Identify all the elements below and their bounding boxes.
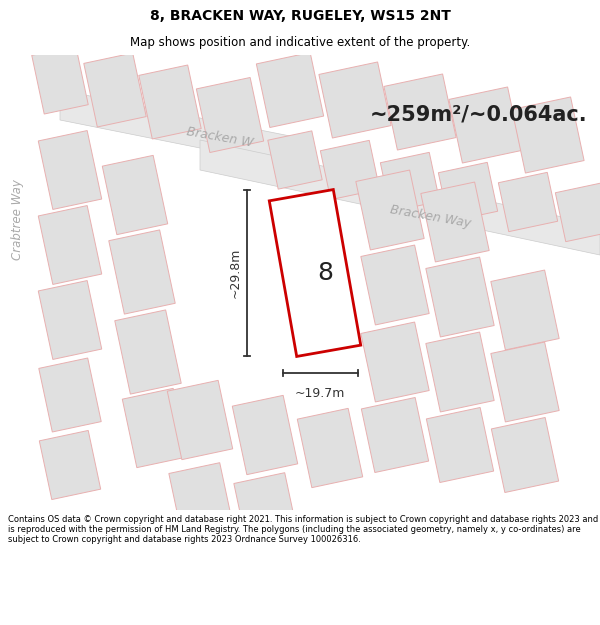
Text: ~19.7m: ~19.7m bbox=[295, 387, 345, 400]
Text: Bracken Way: Bracken Way bbox=[389, 204, 472, 231]
Polygon shape bbox=[361, 322, 429, 402]
Polygon shape bbox=[427, 408, 494, 482]
Polygon shape bbox=[297, 408, 363, 488]
Text: Map shows position and indicative extent of the property.: Map shows position and indicative extent… bbox=[130, 36, 470, 49]
Polygon shape bbox=[39, 358, 101, 432]
Polygon shape bbox=[439, 162, 497, 222]
Polygon shape bbox=[169, 462, 231, 528]
Text: Bracken W: Bracken W bbox=[185, 125, 254, 149]
Polygon shape bbox=[115, 310, 181, 394]
Polygon shape bbox=[512, 97, 584, 173]
Polygon shape bbox=[32, 46, 88, 114]
Polygon shape bbox=[361, 245, 429, 325]
Polygon shape bbox=[40, 431, 101, 499]
Polygon shape bbox=[556, 182, 600, 242]
Polygon shape bbox=[60, 90, 310, 170]
Polygon shape bbox=[380, 152, 440, 212]
Text: 8, BRACKEN WAY, RUGELEY, WS15 2NT: 8, BRACKEN WAY, RUGELEY, WS15 2NT bbox=[149, 9, 451, 24]
Polygon shape bbox=[84, 53, 146, 127]
Text: ~29.8m: ~29.8m bbox=[229, 248, 241, 298]
Polygon shape bbox=[38, 206, 102, 284]
Polygon shape bbox=[196, 78, 263, 152]
Polygon shape bbox=[234, 472, 296, 538]
Polygon shape bbox=[491, 342, 559, 422]
Polygon shape bbox=[356, 170, 424, 250]
Polygon shape bbox=[426, 257, 494, 337]
Text: 8: 8 bbox=[317, 261, 333, 285]
Polygon shape bbox=[499, 173, 557, 232]
Text: ~259m²/~0.064ac.: ~259m²/~0.064ac. bbox=[370, 105, 587, 125]
Text: Crabtree Way: Crabtree Way bbox=[11, 179, 25, 261]
Polygon shape bbox=[320, 141, 380, 199]
Polygon shape bbox=[319, 62, 391, 138]
Polygon shape bbox=[268, 131, 322, 189]
Polygon shape bbox=[167, 381, 233, 459]
Text: Contains OS data © Crown copyright and database right 2021. This information is : Contains OS data © Crown copyright and d… bbox=[8, 514, 598, 544]
Polygon shape bbox=[361, 398, 428, 472]
Polygon shape bbox=[139, 65, 201, 139]
Polygon shape bbox=[38, 281, 102, 359]
Polygon shape bbox=[421, 182, 489, 262]
Polygon shape bbox=[491, 270, 559, 350]
Polygon shape bbox=[426, 332, 494, 412]
Polygon shape bbox=[449, 87, 521, 163]
Polygon shape bbox=[491, 418, 559, 492]
Polygon shape bbox=[109, 230, 175, 314]
Polygon shape bbox=[122, 388, 188, 468]
Polygon shape bbox=[200, 140, 600, 255]
Polygon shape bbox=[38, 131, 102, 209]
Polygon shape bbox=[102, 156, 168, 234]
Polygon shape bbox=[269, 189, 361, 356]
Polygon shape bbox=[232, 396, 298, 474]
Polygon shape bbox=[256, 52, 323, 127]
Polygon shape bbox=[384, 74, 456, 150]
